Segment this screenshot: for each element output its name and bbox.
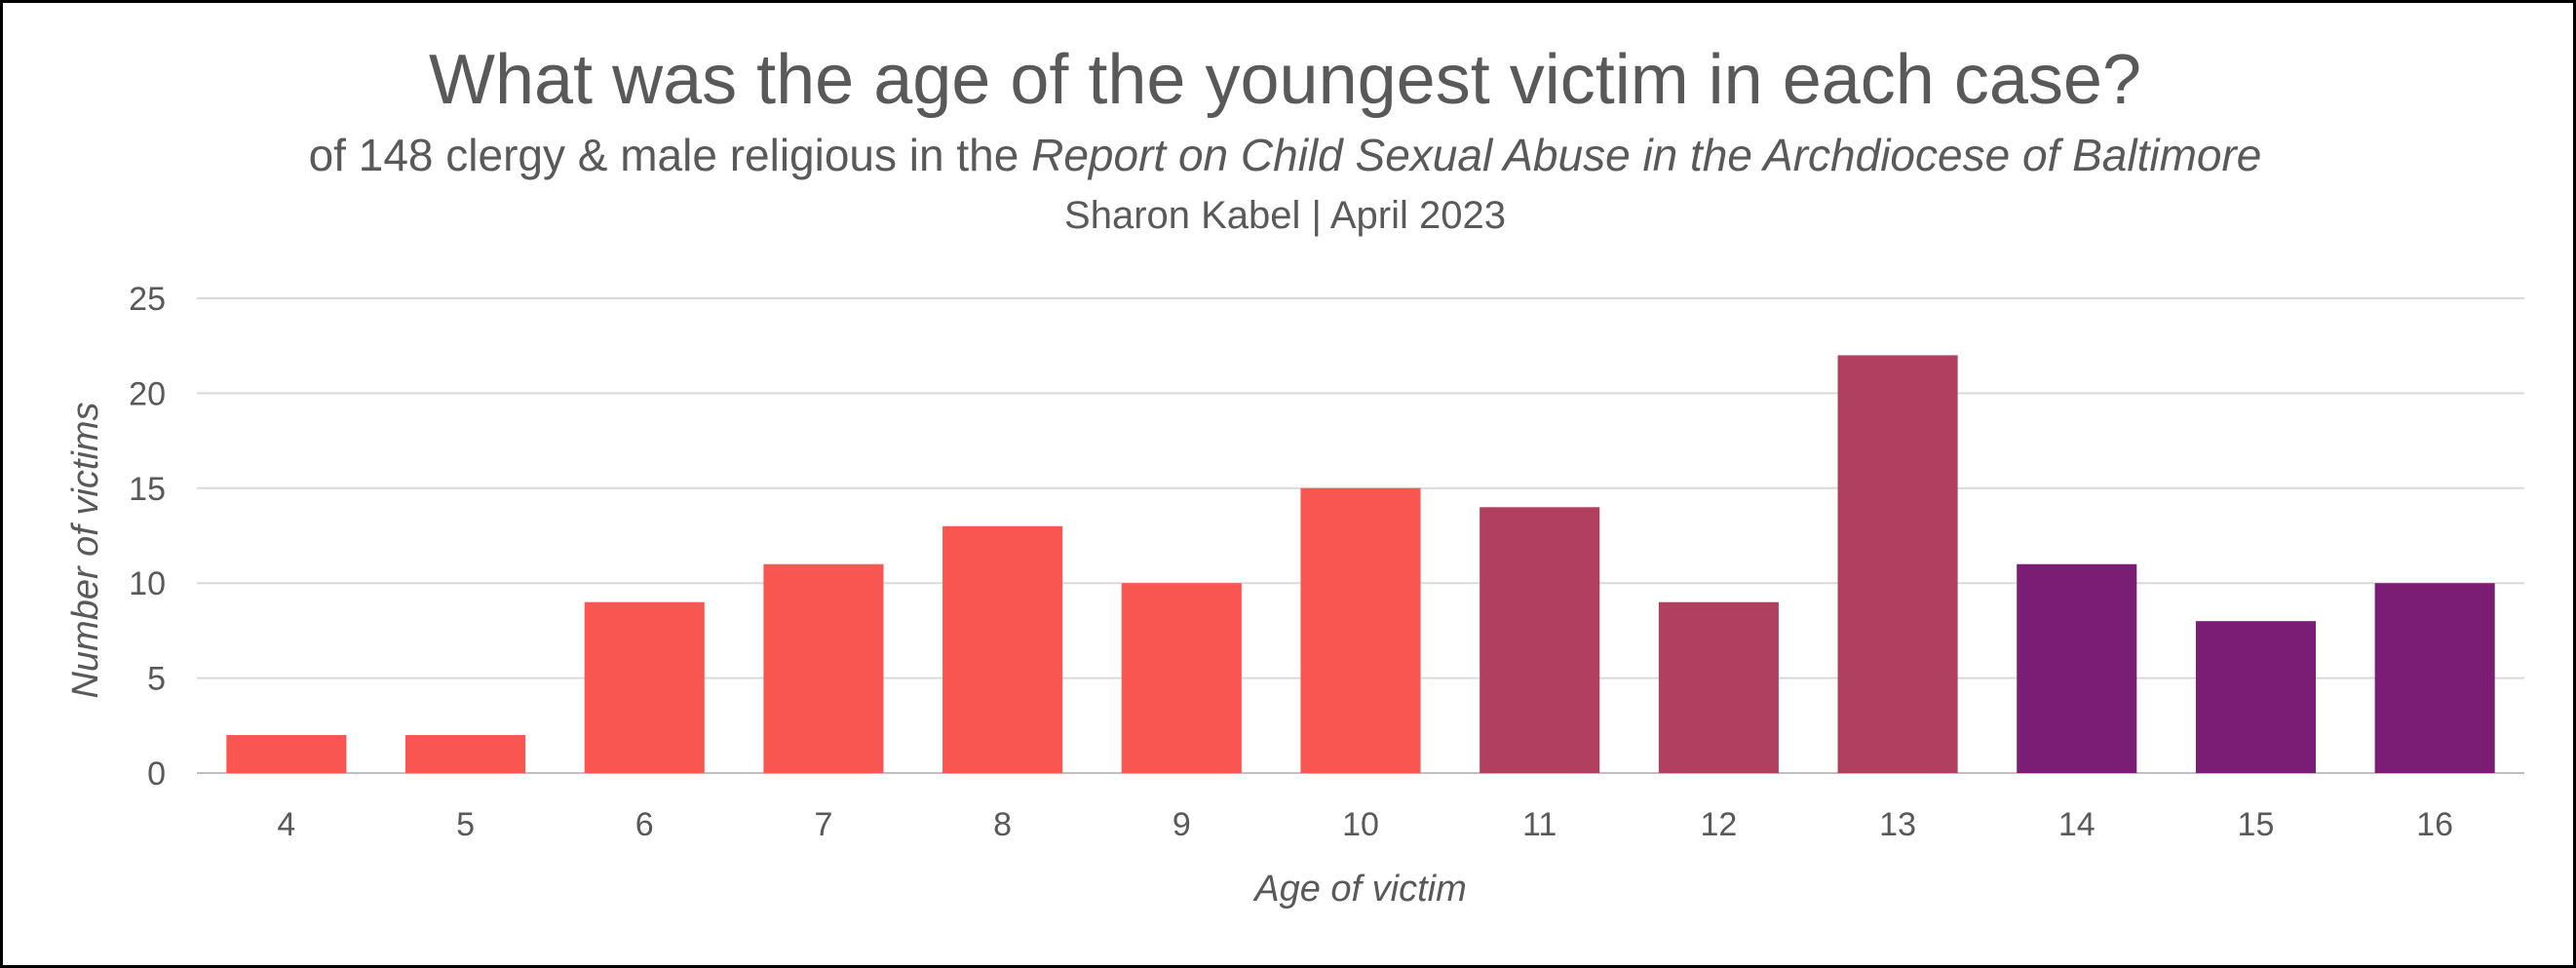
chart-subtitle: of 148 clergy & male religious in the Re… — [0, 129, 2570, 181]
x-tick-label: 13 — [1879, 806, 1916, 843]
bar-age-12 — [1658, 601, 1779, 773]
x-tick-label: 15 — [2238, 806, 2275, 843]
bar-age-8 — [942, 525, 1063, 773]
bar-age-11 — [1480, 507, 1600, 773]
chart-title: What was the age of the youngest victim … — [429, 41, 2141, 119]
y-tick-label: 10 — [129, 565, 166, 602]
x-axis-title: Age of victim — [1252, 869, 1467, 910]
bar-age-4 — [226, 735, 347, 773]
x-tick-label: 16 — [2416, 806, 2453, 843]
y-axis-ticks: 0 5 10 15 20 25 — [129, 281, 166, 793]
x-tick-label: 11 — [1522, 806, 1557, 843]
chart-byline: Sharon Kabel | April 2023 — [1064, 194, 1506, 237]
x-axis-ticks: 4 5 6 7 8 9 10 11 12 13 14 15 16 — [277, 806, 2453, 843]
bar-age-15 — [2195, 621, 2316, 773]
x-tick-label: 9 — [1173, 806, 1191, 843]
x-tick-label: 12 — [1700, 806, 1737, 843]
x-tick-label: 14 — [2058, 806, 2095, 843]
x-tick-label: 5 — [456, 806, 475, 843]
y-tick-label: 5 — [147, 661, 166, 698]
y-axis-title: Number of victims — [65, 402, 106, 698]
bars — [226, 355, 2495, 773]
bar-age-9 — [1121, 583, 1242, 773]
x-tick-label: 7 — [814, 806, 832, 843]
y-tick-label: 25 — [129, 281, 166, 318]
x-tick-label: 10 — [1342, 806, 1379, 843]
y-tick-label: 15 — [129, 471, 166, 508]
bar-age-14 — [2017, 563, 2137, 773]
y-tick-label: 0 — [147, 755, 166, 793]
bar-age-6 — [584, 601, 705, 773]
bar-age-10 — [1300, 487, 1421, 773]
bar-age-13 — [1837, 355, 1958, 773]
subtitle-report-name: Report on Child Sexual Abuse in the Arch… — [1031, 130, 2262, 180]
bar-age-16 — [2374, 583, 2495, 773]
bar-age-5 — [405, 735, 526, 773]
y-tick-label: 20 — [129, 375, 166, 412]
x-tick-label: 6 — [635, 806, 654, 843]
x-tick-label: 4 — [277, 806, 295, 843]
subtitle-prefix: of 148 clergy & male religious in the — [308, 130, 1032, 180]
x-tick-label: 8 — [993, 806, 1012, 843]
bar-age-7 — [763, 563, 884, 773]
